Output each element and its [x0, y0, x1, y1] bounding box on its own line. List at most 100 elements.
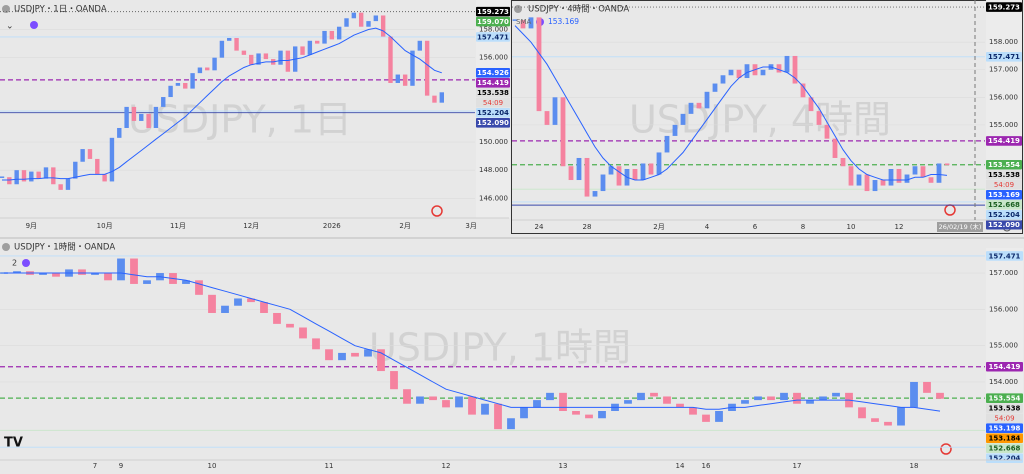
candle [884, 421, 892, 426]
symbol-icon[interactable] [2, 243, 10, 251]
candle [212, 57, 217, 71]
candle [864, 174, 870, 192]
candle [760, 69, 766, 76]
candle [322, 30, 327, 44]
candle [109, 137, 115, 182]
candle [552, 97, 558, 125]
x-tick-label: 12 [895, 223, 904, 231]
candle [944, 163, 950, 166]
candle [227, 37, 232, 41]
price-tag [476, 6, 510, 17]
candle [219, 40, 225, 58]
candle [572, 410, 580, 415]
y-tick-label: 157.000 [989, 269, 1018, 277]
candle [736, 69, 742, 79]
price-tag [476, 107, 510, 118]
watermark: USDJPY, 4時間 [629, 98, 891, 142]
alert-icon[interactable] [431, 205, 443, 217]
candle [528, 17, 534, 29]
indicator-icon[interactable] [22, 259, 30, 267]
candle [416, 396, 424, 404]
candle [130, 258, 138, 284]
price-tag [986, 361, 1023, 372]
x-tick-label: 2026 [323, 222, 341, 230]
price-tag [986, 159, 1022, 170]
price-tag [986, 433, 1023, 443]
price-tag-label: 154.419 [477, 79, 509, 87]
candle [314, 40, 320, 44]
candle [672, 124, 678, 136]
candle [366, 21, 371, 27]
badge: 2 [12, 259, 17, 268]
price-tag [986, 136, 1022, 146]
candle [728, 69, 734, 76]
x-tick-label: 14 [676, 462, 685, 470]
x-tick-label: 12月 [243, 222, 259, 230]
candle [896, 168, 902, 183]
candle [712, 83, 718, 92]
candle [241, 50, 247, 55]
x-tick-label: 6 [753, 223, 758, 231]
price-tag-label: 157.471 [988, 53, 1020, 61]
candle [754, 396, 762, 401]
candle [312, 338, 320, 350]
x-tick-label: 17 [793, 462, 802, 470]
candle [741, 400, 749, 404]
price-tag-label: 152.090 [988, 221, 1020, 229]
symbol-icon[interactable] [514, 5, 522, 13]
legend-value: 153.169 [548, 17, 579, 26]
candle [936, 163, 942, 183]
candle [91, 273, 99, 275]
candle [546, 392, 554, 401]
candle [410, 50, 415, 86]
candle [7, 177, 12, 185]
candle [910, 381, 918, 408]
x-tick-label: 24 [535, 223, 544, 231]
symbol-icon[interactable] [2, 5, 10, 13]
price-tag [476, 87, 510, 98]
price-tag-label: 157.471 [477, 33, 509, 41]
candle [325, 349, 333, 361]
candle [585, 414, 593, 419]
price-tag-label: 159.070 [477, 18, 509, 26]
countdown-label: 54:09 [994, 414, 1014, 422]
candle [377, 349, 385, 372]
candle [21, 170, 27, 182]
price-tag-label: 154.926 [477, 69, 509, 77]
x-tick-label: 28 [583, 223, 592, 231]
candle [104, 273, 112, 281]
countdown-tag [476, 97, 510, 108]
candle [656, 152, 662, 175]
x-tick-label: 2月 [399, 222, 410, 230]
candle [923, 381, 931, 393]
candle [871, 418, 879, 422]
candle [767, 396, 775, 401]
candle [544, 111, 550, 125]
candle [637, 392, 645, 401]
candle [676, 403, 684, 408]
candle [124, 106, 129, 128]
candle [640, 163, 646, 181]
countdown-tag [986, 179, 1022, 190]
panel-border [511, 0, 1023, 234]
price-tag [986, 423, 1023, 433]
candle [208, 294, 216, 313]
candle [221, 305, 229, 313]
candle [808, 97, 814, 112]
candle [273, 312, 281, 324]
collapse-arrow[interactable]: ⌄ [6, 22, 14, 32]
candle [536, 17, 542, 112]
candle [600, 174, 606, 192]
y-tick-label: 158.000 [479, 26, 508, 34]
price-tag-label: 154.419 [989, 363, 1021, 371]
candle [689, 407, 697, 415]
sma-line [514, 25, 948, 181]
candle [424, 40, 430, 96]
candle [117, 258, 125, 281]
alert-icon[interactable] [940, 443, 952, 455]
candle [616, 166, 622, 186]
indicator-icon[interactable] [30, 21, 38, 29]
x-tick-label: 9 [119, 462, 123, 470]
candle [632, 168, 638, 181]
